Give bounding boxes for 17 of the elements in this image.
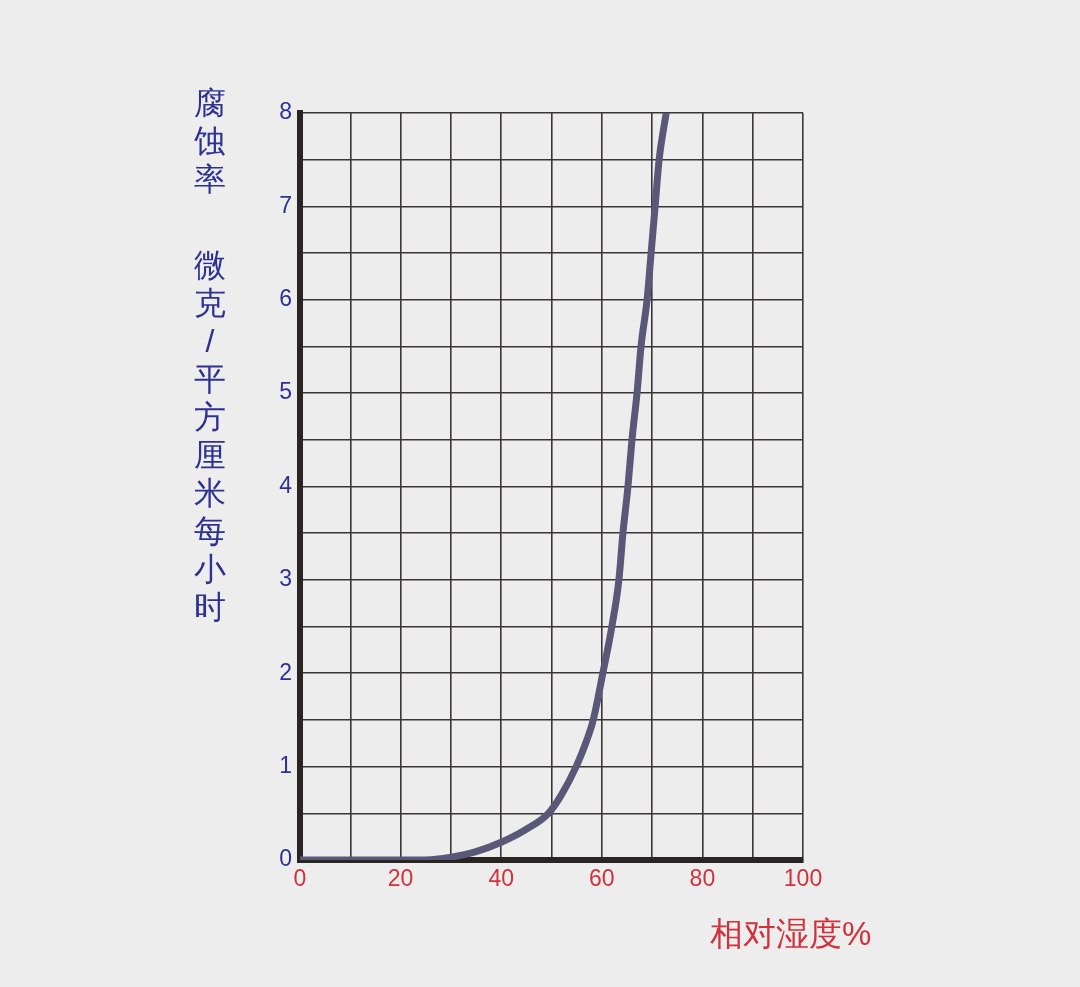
y-tick-label: 0 (279, 845, 292, 872)
y-tick-label: 7 (279, 191, 292, 218)
y-axis-title: 腐蚀率 (194, 84, 226, 198)
y-tick-label: 5 (279, 378, 292, 405)
x-tick-label: 100 (783, 865, 823, 892)
text: 微克/平方厘米每小时 (194, 247, 226, 625)
x-tick-label: 20 (387, 865, 414, 892)
y-tick-label: 8 (279, 98, 292, 125)
y-tick-label: 6 (279, 285, 292, 312)
x-tick-label: 40 (488, 865, 514, 892)
x-tick-label: 60 (589, 865, 615, 892)
y-tick-label: 3 (279, 565, 292, 592)
y-tick-label: 4 (279, 471, 293, 498)
y-tick-label: 2 (279, 658, 292, 685)
x-axis-title: 相对湿度% (710, 914, 872, 954)
x-tick-label: 80 (689, 865, 716, 892)
y-tick-label: 1 (279, 751, 292, 778)
